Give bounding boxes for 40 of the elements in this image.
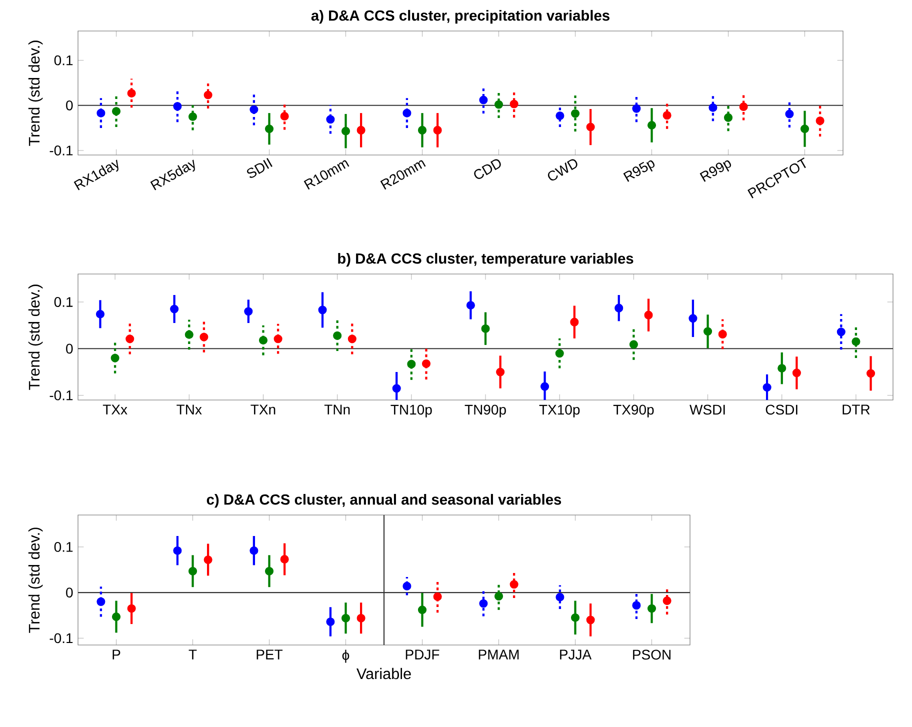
x-tick-label: CDD bbox=[474, 159, 501, 179]
chart-title: a) D&A CCS cluster, precipitation variables bbox=[311, 10, 610, 24]
y-tick-label: 0.1 bbox=[54, 542, 73, 552]
x-tick-label: TXx bbox=[102, 404, 128, 414]
y-tick-label: -0.1 bbox=[50, 633, 73, 644]
x-tick-label: R95p bbox=[623, 160, 655, 182]
y-tick-label: 0.1 bbox=[54, 297, 73, 307]
x-axis-title: Variable bbox=[356, 668, 411, 680]
y-axis-title: Trend (std dev.) bbox=[28, 528, 43, 633]
x-tick-label: PJJA bbox=[560, 650, 592, 660]
x-tick-label: TX10p bbox=[539, 404, 580, 418]
x-tick-label: TX90p bbox=[613, 404, 654, 418]
y-tick-label: 0 bbox=[66, 588, 73, 598]
y-axis-title: Trend (std dev.) bbox=[28, 40, 43, 146]
x-tick-label: PET bbox=[256, 650, 283, 660]
x-tick-label: R99p bbox=[700, 160, 732, 182]
x-tick-label: TXn bbox=[250, 404, 276, 414]
x-tick-label: CWD bbox=[548, 159, 578, 181]
x-tick-label: CSDI bbox=[766, 404, 798, 415]
x-tick-label: ϕ bbox=[342, 650, 350, 663]
x-tick-label: PSON bbox=[633, 650, 670, 660]
x-tick-label: DTR bbox=[842, 404, 870, 414]
x-tick-label: TNn bbox=[324, 404, 350, 414]
x-tick-label: WSDI bbox=[690, 404, 725, 415]
x-tick-label: TN10p bbox=[390, 404, 432, 418]
y-tick-label: -0.1 bbox=[50, 390, 73, 400]
y-tick-label: -0.1 bbox=[50, 146, 73, 156]
x-tick-label: SDII bbox=[246, 158, 272, 178]
chart-title: c) D&A CCS cluster, annual and seasonal variables bbox=[206, 494, 562, 508]
y-axis-title: Trend (std dev.) bbox=[28, 284, 43, 390]
x-tick-label: PDJF bbox=[406, 650, 440, 660]
x-tick-label: T bbox=[188, 650, 197, 660]
y-tick-label: 0 bbox=[66, 100, 73, 110]
x-tick-label: P bbox=[112, 650, 120, 660]
x-tick-label: TNx bbox=[176, 404, 202, 414]
chart-title: b) D&A CCS cluster, temperature variables bbox=[338, 252, 634, 267]
y-tick-label: 0 bbox=[66, 344, 73, 354]
x-tick-label: TN90p bbox=[464, 404, 506, 418]
x-tick-label: PMAM bbox=[478, 650, 519, 660]
y-tick-label: 0.1 bbox=[54, 55, 73, 66]
